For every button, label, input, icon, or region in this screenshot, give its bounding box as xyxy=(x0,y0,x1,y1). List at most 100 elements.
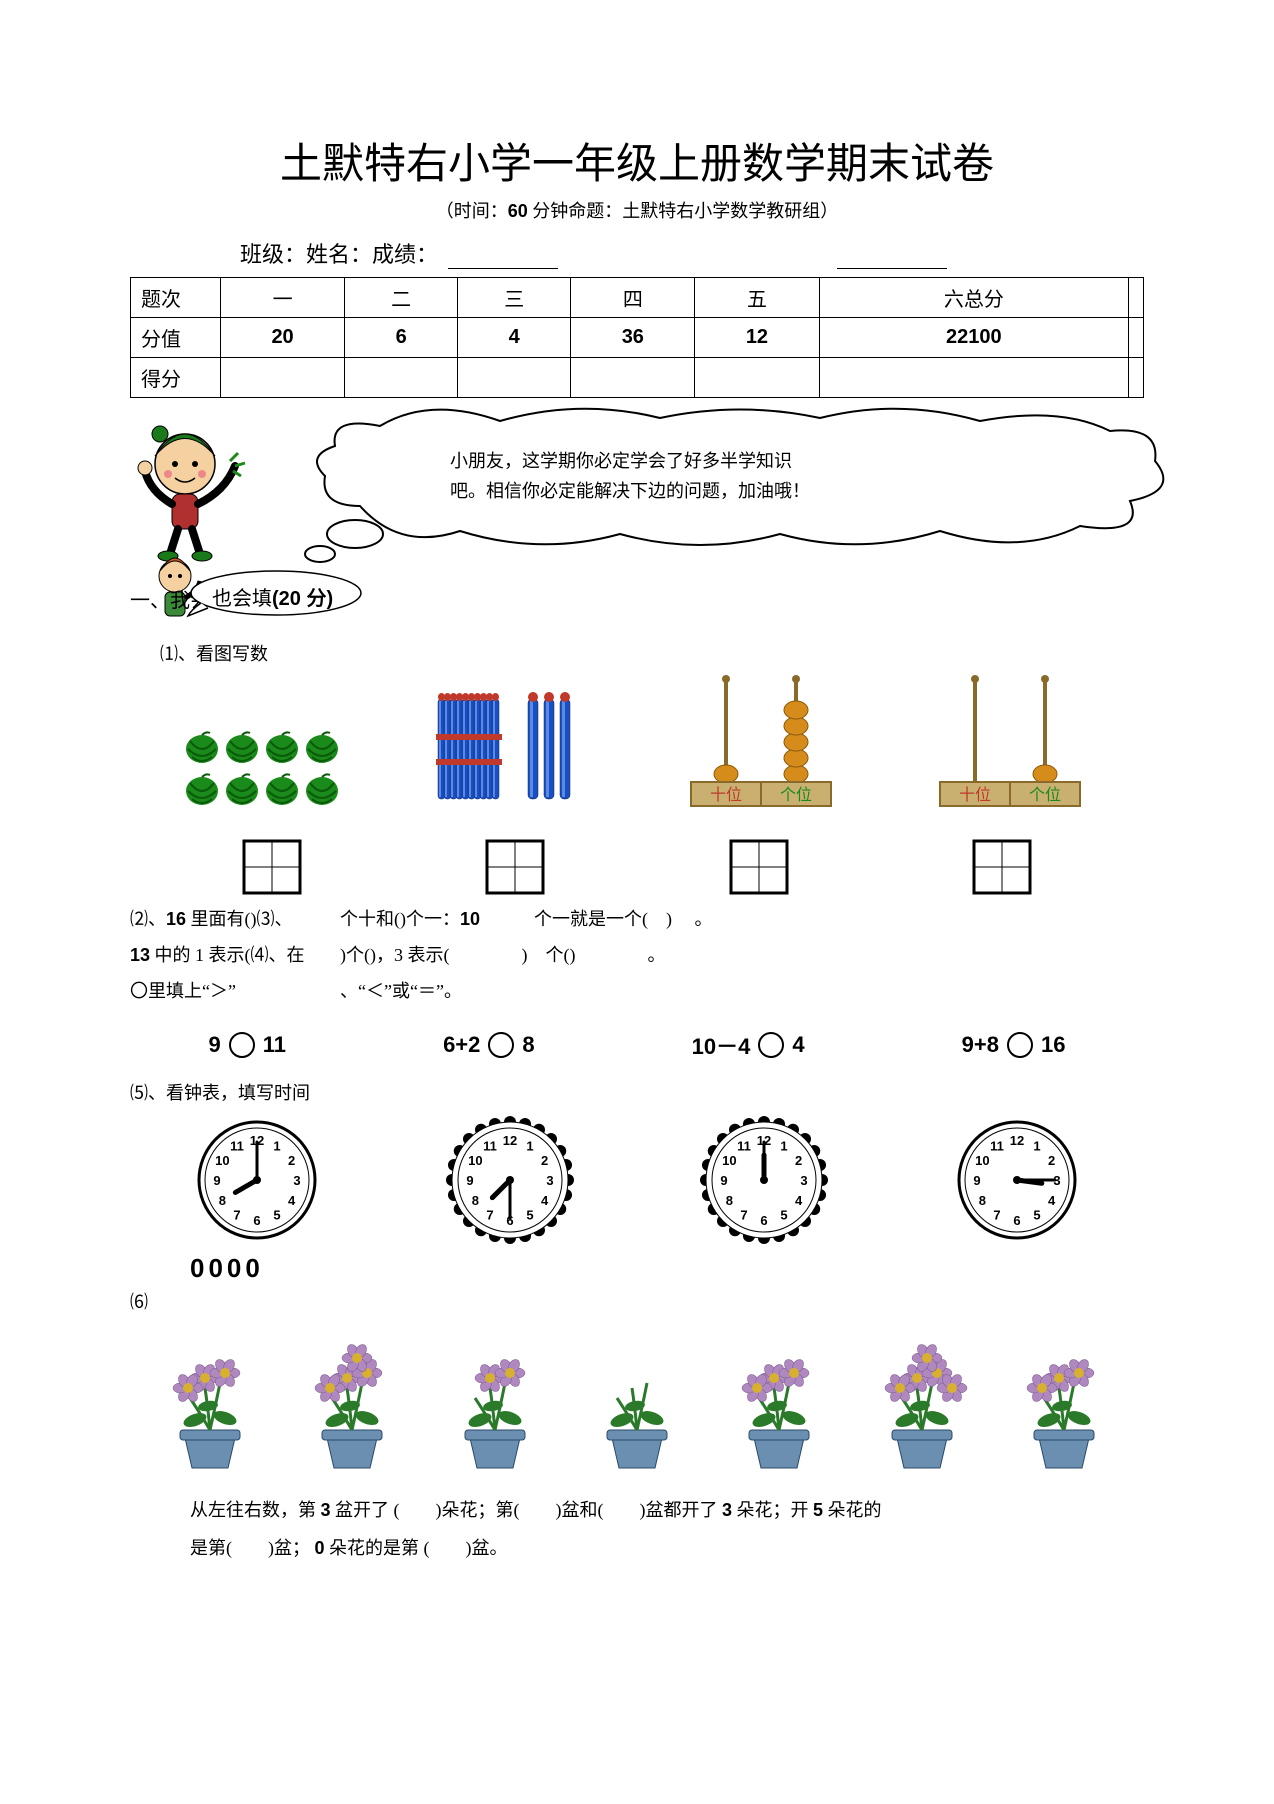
clock-icon: 123456789101112 xyxy=(445,1115,575,1245)
abacus-2: 十位个位 xyxy=(886,674,1135,819)
table-cell xyxy=(695,358,819,398)
table-cell xyxy=(345,358,458,398)
svg-text:9: 9 xyxy=(720,1173,727,1188)
svg-text:8: 8 xyxy=(218,1193,225,1208)
comparison-row: 9116+2810－449+816 xyxy=(130,1029,1144,1061)
score-label-text: 成绩： xyxy=(372,242,438,267)
svg-text:3: 3 xyxy=(293,1173,300,1188)
svg-text:5: 5 xyxy=(780,1208,787,1223)
q3-row: 13 中的 1 表示(⑷、在 )个()，3 表示( ) 个() 。 xyxy=(130,941,1144,967)
table-cell: 12 xyxy=(695,318,819,358)
row-header: 分值 xyxy=(131,318,221,358)
table-cell: 22100 xyxy=(819,318,1129,358)
class-label: 班级： xyxy=(240,242,306,267)
table-cell xyxy=(571,358,695,398)
svg-text:7: 7 xyxy=(740,1208,747,1223)
svg-text:5: 5 xyxy=(273,1208,280,1223)
name-label: 姓名： xyxy=(306,242,372,267)
svg-text:4: 4 xyxy=(541,1193,549,1208)
answer-box xyxy=(729,839,789,895)
table-cell xyxy=(458,358,571,398)
svg-text:10: 10 xyxy=(975,1153,989,1168)
q5-label: ⑸、看钟表，填写时间 xyxy=(130,1079,1144,1105)
page-title: 土默特右小学一年级上册数学期末试卷 xyxy=(130,130,1144,191)
compare-circle xyxy=(488,1032,514,1058)
q6-text: 从左往右数，第 3 盆开了 ( )朵花；第( )盆和( )盆都开了 3 朵花；开… xyxy=(190,1491,1104,1567)
table-cell xyxy=(1129,358,1144,398)
table-cell xyxy=(1129,318,1144,358)
svg-text:6: 6 xyxy=(760,1213,767,1228)
answer-box xyxy=(972,839,1032,895)
svg-text:12: 12 xyxy=(1010,1133,1024,1148)
svg-text:11: 11 xyxy=(737,1138,751,1153)
svg-text:3: 3 xyxy=(800,1173,807,1188)
svg-text:10: 10 xyxy=(468,1153,482,1168)
flower-pot-icon xyxy=(150,1328,270,1473)
svg-text:1: 1 xyxy=(273,1138,280,1153)
section-oval-text: 也会填(20 分) xyxy=(212,582,333,611)
score-table: 题次 一 二 三 四 五 六总分 分值 20 6 4 36 12 22100 得… xyxy=(130,277,1144,398)
table-cell: 六总分 xyxy=(819,278,1129,318)
section-1-heading: 一、我会想 也会填(20 分) xyxy=(130,584,1144,624)
svg-text:6: 6 xyxy=(253,1213,260,1228)
svg-text:个位: 个位 xyxy=(780,786,812,804)
compare-circle xyxy=(229,1032,255,1058)
answer-boxes xyxy=(130,839,1144,895)
row-header: 得分 xyxy=(131,358,221,398)
svg-text:十位: 十位 xyxy=(710,786,742,804)
flower-pot-icon xyxy=(862,1328,982,1473)
svg-text:十位: 十位 xyxy=(959,786,991,804)
bubble-line: 小朋友，这学期你必定学会了好多半学知识 xyxy=(450,446,920,476)
compare-circle xyxy=(758,1032,784,1058)
abacus-1: 十位 个位 xyxy=(637,674,886,819)
compare-circle xyxy=(1007,1032,1033,1058)
svg-text:4: 4 xyxy=(288,1193,296,1208)
table-cell: 五 xyxy=(695,278,819,318)
subtitle-prefix: （时间： xyxy=(436,201,508,221)
q1-label: ⑴、看图写数 xyxy=(160,640,1144,666)
svg-text:7: 7 xyxy=(994,1208,1001,1223)
svg-text:3: 3 xyxy=(547,1173,554,1188)
svg-text:10: 10 xyxy=(215,1153,229,1168)
svg-text:9: 9 xyxy=(213,1173,220,1188)
blank-line xyxy=(448,268,558,269)
student-info: 班级：姓名：成绩： xyxy=(240,237,1144,269)
table-cell: 20 xyxy=(221,318,345,358)
svg-text:2: 2 xyxy=(795,1153,802,1168)
svg-text:2: 2 xyxy=(288,1153,295,1168)
svg-text:8: 8 xyxy=(725,1193,732,1208)
svg-text:8: 8 xyxy=(472,1193,479,1208)
svg-text:1: 1 xyxy=(1034,1138,1041,1153)
table-cell: 4 xyxy=(458,318,571,358)
answer-box xyxy=(485,839,545,895)
subtitle-time: 60 xyxy=(508,201,528,221)
table-row: 分值 20 6 4 36 12 22100 xyxy=(131,318,1144,358)
compare-item: 9+816 xyxy=(962,1029,1066,1061)
bubble-text: 小朋友，这学期你必定学会了好多半学知识 吧。相信你必定能解决下边的问题，加油哦！ xyxy=(450,446,920,506)
svg-text:11: 11 xyxy=(483,1138,497,1153)
svg-text:1: 1 xyxy=(527,1138,534,1153)
svg-text:4: 4 xyxy=(1048,1193,1056,1208)
flower-pot-icon xyxy=(719,1328,839,1473)
q4-row: 〇里填上“＞” 、“＜”或“＝”。 xyxy=(130,977,1144,1003)
table-cell: 四 xyxy=(571,278,695,318)
blank-line xyxy=(837,268,947,269)
svg-text:6: 6 xyxy=(1014,1213,1021,1228)
counting-sticks xyxy=(389,684,638,819)
clock-icon: 123456789101112 xyxy=(699,1115,829,1245)
clocks-row: 1234567891011121234567891011121234567891… xyxy=(130,1115,1144,1245)
mascot-icon xyxy=(130,416,260,566)
svg-text:4: 4 xyxy=(795,1193,803,1208)
svg-text:2: 2 xyxy=(541,1153,548,1168)
svg-text:11: 11 xyxy=(990,1138,1004,1153)
table-row: 得分 xyxy=(131,358,1144,398)
subtitle-suffix: 分钟命题：土默特右小学数学教研组） xyxy=(528,201,839,221)
flower-pot-icon xyxy=(577,1328,697,1473)
flower-pot-icon xyxy=(435,1328,555,1473)
flowers-row xyxy=(130,1328,1144,1473)
clock-answers: 0000 xyxy=(190,1253,1144,1284)
table-row: 题次 一 二 三 四 五 六总分 xyxy=(131,278,1144,318)
table-cell: 6 xyxy=(345,318,458,358)
compare-item: 10－44 xyxy=(692,1029,805,1061)
svg-text:5: 5 xyxy=(1034,1208,1041,1223)
